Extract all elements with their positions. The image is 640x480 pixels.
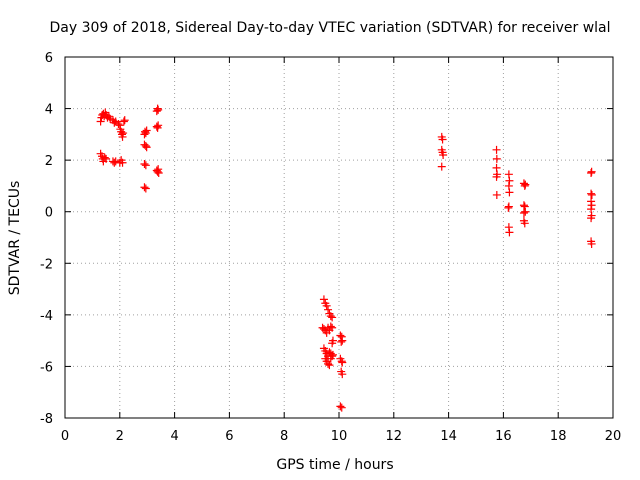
axis-ticks: 0 2 4 6 8 10 12 14 16 18 20 -8 -6 -4 -2 0 2 4 6 <box>40 51 621 444</box>
data-point <box>587 239 596 248</box>
x-tick-label: 0 <box>61 429 69 444</box>
data-point <box>439 150 448 159</box>
data-point <box>326 322 335 331</box>
data-point <box>119 129 128 138</box>
data-point <box>141 127 150 136</box>
data-point <box>325 361 334 370</box>
data-point <box>438 135 447 144</box>
data-point <box>142 143 151 152</box>
data-point <box>492 172 501 181</box>
data-point <box>324 359 333 368</box>
data-point <box>322 301 331 310</box>
x-axis-label: GPS time / hours <box>276 457 394 473</box>
data-point <box>338 336 347 345</box>
x-tick-label: 6 <box>225 429 233 444</box>
data-point <box>152 122 161 131</box>
data-point <box>337 403 346 412</box>
data-point <box>520 219 529 228</box>
data-point <box>492 145 501 154</box>
data-point <box>154 105 163 114</box>
grid-lines <box>65 57 613 418</box>
data-point <box>324 305 333 314</box>
x-tick-label: 10 <box>331 429 348 444</box>
data-point <box>140 160 149 169</box>
data-point <box>492 154 501 163</box>
data-point <box>587 167 596 176</box>
data-point <box>504 203 513 212</box>
x-tick-label: 12 <box>386 429 403 444</box>
data-point <box>114 120 123 129</box>
data-point <box>328 350 337 359</box>
y-tick-label: -2 <box>40 257 53 272</box>
data-point <box>100 153 109 162</box>
y-tick-label: -4 <box>40 309 53 324</box>
data-point <box>319 295 328 304</box>
data-point <box>437 162 446 171</box>
x-tick-label: 18 <box>550 429 567 444</box>
y-tick-label: 6 <box>45 51 53 66</box>
data-point <box>326 312 335 321</box>
data-point <box>118 158 127 167</box>
data-point <box>141 184 150 193</box>
data-point <box>492 190 501 199</box>
x-tick-label: 2 <box>116 429 124 444</box>
data-point <box>96 117 105 126</box>
chart-title: Day 309 of 2018, Sidereal Day-to-day VTE… <box>49 20 611 36</box>
data-point <box>505 228 514 237</box>
data-point <box>328 323 337 332</box>
y-tick-label: -8 <box>40 412 53 427</box>
data-point <box>141 141 150 150</box>
data-point <box>587 190 596 199</box>
data-point <box>519 201 528 210</box>
x-tick-label: 8 <box>280 429 288 444</box>
data-point <box>336 402 345 411</box>
data-point <box>154 169 163 178</box>
data-point <box>587 189 596 198</box>
data-point <box>328 313 337 322</box>
x-tick-label: 14 <box>440 429 457 444</box>
y-tick-label: 2 <box>45 154 53 169</box>
data-point <box>102 154 111 163</box>
data-point <box>505 188 514 197</box>
y-tick-label: 0 <box>45 206 53 221</box>
data-point <box>338 370 347 379</box>
data-point <box>338 358 347 367</box>
data-point <box>519 209 528 218</box>
data-point <box>119 117 128 126</box>
data-point <box>337 337 346 346</box>
data-point <box>111 157 120 166</box>
data-point <box>587 214 596 223</box>
x-tick-label: 20 <box>605 429 622 444</box>
data-point <box>120 116 129 125</box>
data-point <box>140 183 149 192</box>
data-point <box>154 121 163 130</box>
y-tick-label: 4 <box>45 103 53 118</box>
data-point <box>142 126 151 135</box>
data-point <box>141 161 150 170</box>
y-tick-label: -6 <box>40 360 53 375</box>
data-point <box>336 331 345 340</box>
data-points <box>96 104 596 412</box>
x-tick-label: 16 <box>495 429 512 444</box>
data-point <box>521 180 530 189</box>
x-tick-label: 4 <box>170 429 178 444</box>
data-point <box>328 336 337 345</box>
data-point <box>110 118 119 127</box>
data-point <box>521 207 530 216</box>
